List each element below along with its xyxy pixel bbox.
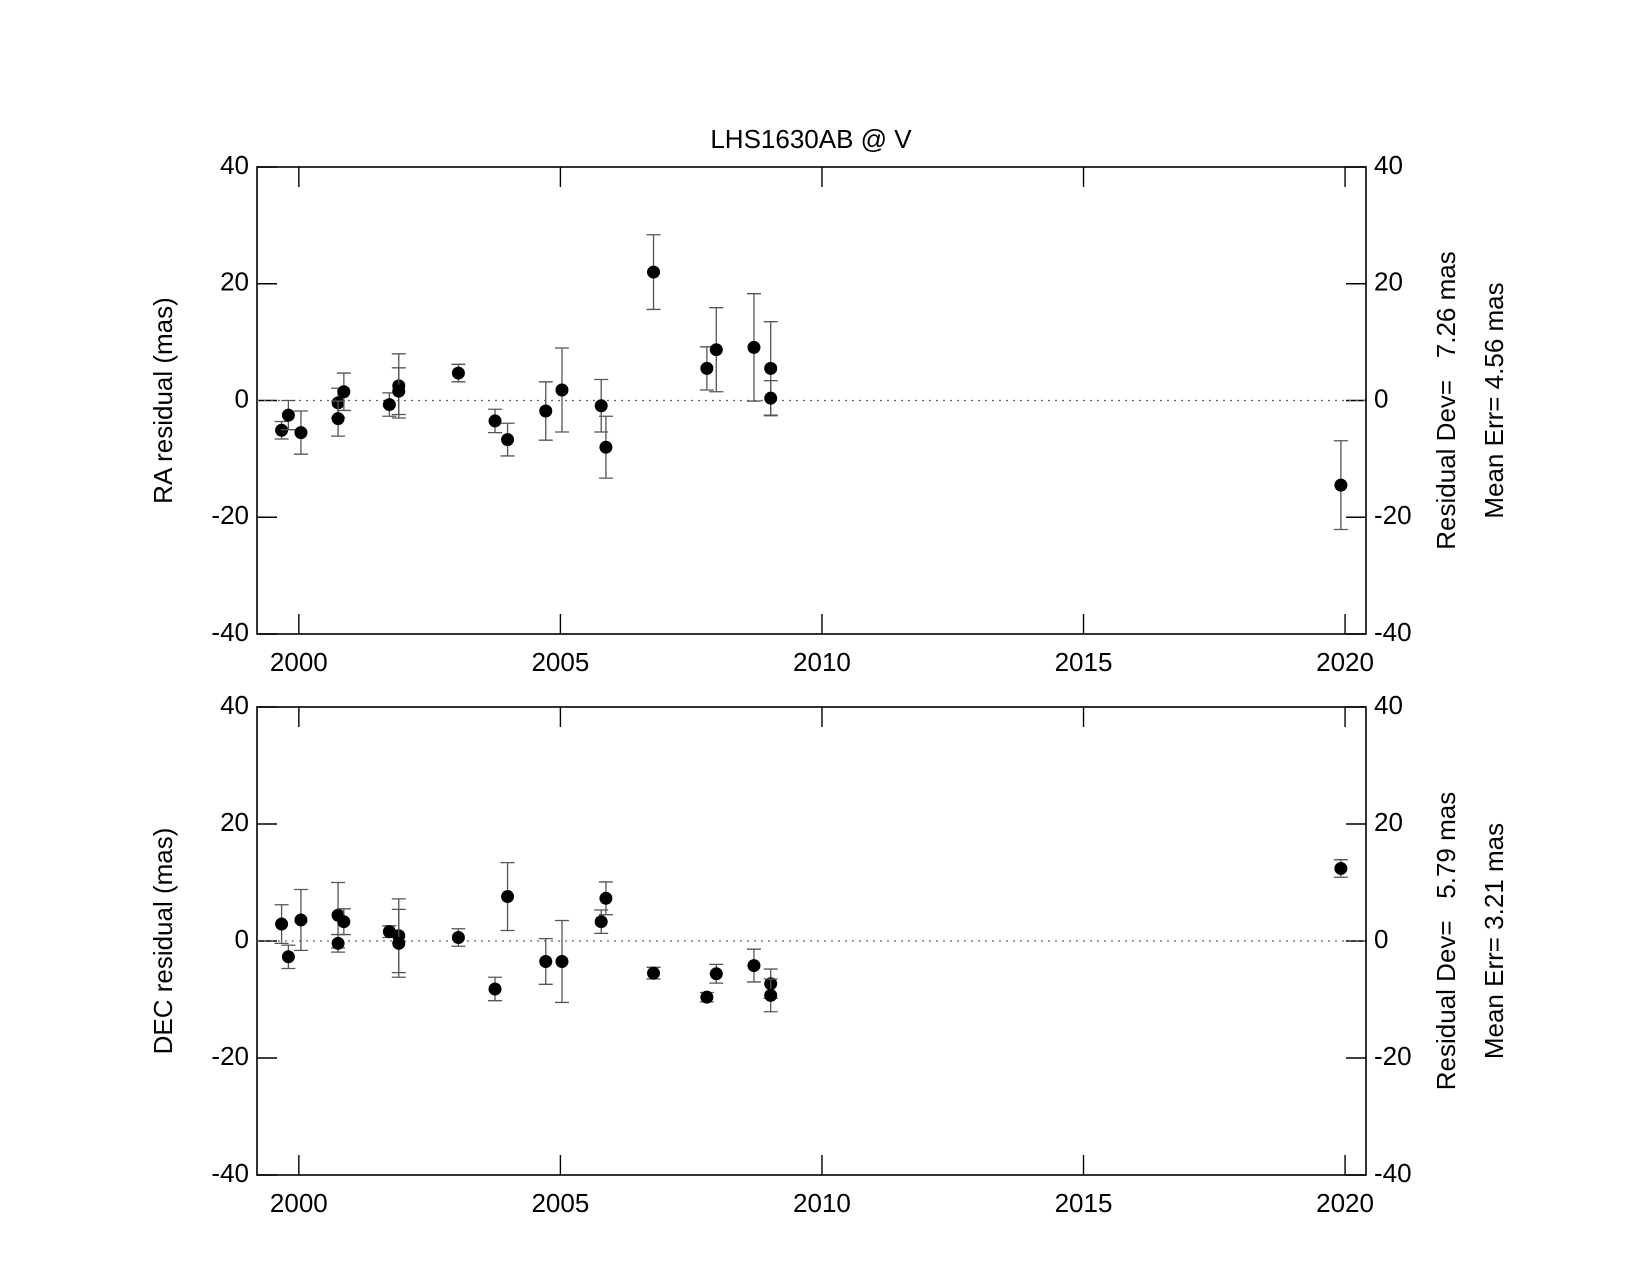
y-tick-label: 40 — [220, 150, 249, 180]
data-point — [488, 414, 502, 428]
data-point — [294, 913, 308, 927]
data-point — [594, 915, 608, 929]
data-point — [539, 404, 553, 418]
y2-tick-label: 40 — [1374, 150, 1403, 180]
data-point — [700, 990, 714, 1004]
annotation: Mean Err= 3.21 mas — [1479, 823, 1509, 1059]
data-point — [488, 982, 502, 996]
data-point — [539, 954, 553, 968]
y-tick-label: -20 — [211, 500, 249, 530]
x-tick-label: 2020 — [1316, 647, 1374, 677]
y-tick-label: 0 — [235, 924, 249, 954]
data-point — [764, 988, 778, 1002]
data-point — [501, 433, 515, 447]
data-point — [1334, 478, 1348, 492]
annotation: Residual Dev= 7.26 mas — [1431, 251, 1461, 549]
data-point — [764, 391, 778, 405]
y2-tick-label: 20 — [1374, 267, 1403, 297]
data-point — [599, 440, 613, 454]
data-point — [337, 385, 351, 399]
data-point — [501, 890, 515, 904]
data-point — [275, 917, 289, 931]
y-tick-label: 20 — [220, 807, 249, 837]
x-tick-label: 2005 — [531, 647, 589, 677]
data-point — [392, 936, 406, 950]
data-point — [331, 412, 345, 426]
data-point — [555, 383, 569, 397]
y-tick-label: -40 — [211, 1158, 249, 1188]
data-point — [709, 967, 723, 981]
data-point — [700, 361, 714, 375]
data-point — [747, 959, 761, 973]
data-point — [1334, 861, 1348, 875]
y-axis-label: DEC residual (mas) — [148, 828, 178, 1055]
y2-tick-label: -20 — [1374, 500, 1412, 530]
data-point — [647, 265, 661, 279]
annotation: Mean Err= 4.56 mas — [1479, 282, 1509, 518]
y-axis-label: RA residual (mas) — [148, 297, 178, 504]
data-point — [382, 398, 396, 412]
annotation: Residual Dev= 5.79 mas — [1431, 792, 1461, 1090]
y-tick-label: 0 — [235, 383, 249, 413]
y2-tick-label: -40 — [1374, 1158, 1412, 1188]
x-tick-label: 2010 — [793, 647, 851, 677]
y2-tick-label: 20 — [1374, 807, 1403, 837]
data-point — [281, 408, 295, 422]
data-point — [451, 930, 465, 944]
data-point — [764, 361, 778, 375]
data-point — [281, 950, 295, 964]
y2-tick-label: -40 — [1374, 617, 1412, 647]
x-tick-label: 2020 — [1316, 1188, 1374, 1218]
data-point — [337, 915, 351, 929]
x-tick-label: 2000 — [270, 647, 328, 677]
x-tick-label: 2015 — [1055, 647, 1113, 677]
data-point — [747, 340, 761, 354]
data-point — [294, 426, 308, 440]
chart-title: LHS1630AB @ V — [710, 124, 912, 154]
y-tick-label: 40 — [220, 690, 249, 720]
data-point — [392, 384, 406, 398]
data-point — [331, 936, 345, 950]
data-point — [647, 966, 661, 980]
x-tick-label: 2005 — [531, 1188, 589, 1218]
data-point — [555, 954, 569, 968]
y2-tick-label: 0 — [1374, 924, 1388, 954]
data-point — [709, 343, 723, 357]
x-tick-label: 2000 — [270, 1188, 328, 1218]
data-point — [599, 891, 613, 905]
y2-tick-label: 40 — [1374, 690, 1403, 720]
data-point — [451, 366, 465, 380]
y-tick-label: -20 — [211, 1041, 249, 1071]
y-tick-label: 20 — [220, 267, 249, 297]
y2-tick-label: -20 — [1374, 1041, 1412, 1071]
y2-tick-label: 0 — [1374, 383, 1388, 413]
x-tick-label: 2010 — [793, 1188, 851, 1218]
x-tick-label: 2015 — [1055, 1188, 1113, 1218]
data-point — [594, 399, 608, 413]
y-tick-label: -40 — [211, 617, 249, 647]
